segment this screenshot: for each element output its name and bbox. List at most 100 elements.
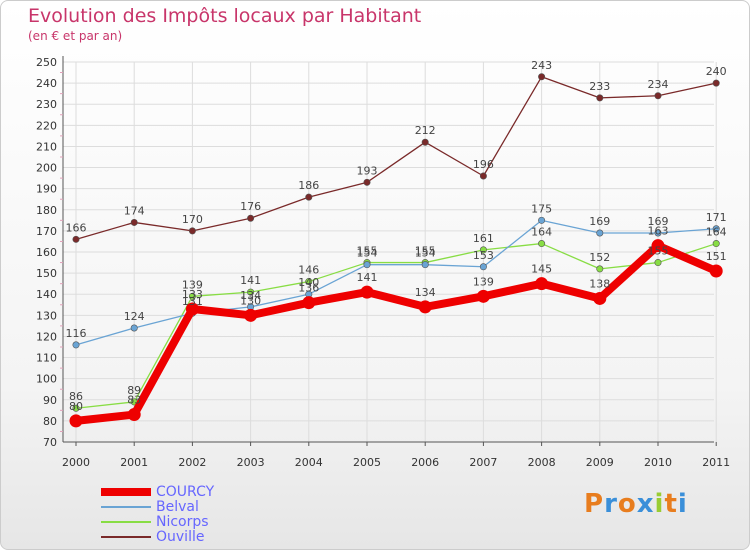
data-label: 136 [298,282,319,295]
data-label: 196 [473,158,494,171]
data-point-ouville [654,92,662,100]
data-label: 124 [124,310,145,323]
x-tick-label: 2011 [702,456,730,469]
data-label: 152 [589,251,610,264]
data-label: 134 [415,286,436,299]
data-label: 145 [531,263,552,276]
y-tick-label: 150 [36,267,57,280]
data-label: 155 [648,245,669,258]
data-point-courcy [651,239,665,253]
data-point-courcy [127,408,141,422]
data-label: 240 [706,65,727,78]
data-point-belval [479,263,487,271]
series-line-belval [75,219,717,346]
x-tick-label: 2002 [178,456,206,469]
y-tick-label: 120 [36,330,57,343]
data-point-belval [712,225,720,233]
data-point-courcy [593,291,607,305]
data-label: 154 [415,247,436,260]
data-point-ouville [130,218,138,226]
x-tick-label: 2006 [411,456,439,469]
data-point-belval [654,229,662,237]
y-tick-label: 190 [36,183,57,196]
y-tick-label: 210 [36,140,57,153]
data-point-ouville [479,172,487,180]
data-point-ouville [538,73,546,81]
data-label: 234 [648,78,669,91]
y-tick-label: 100 [36,373,57,386]
legend-label: COURCY [156,484,215,500]
data-label: 138 [589,277,610,290]
y-tick-label: 80 [43,415,57,428]
legend-label: Belval [156,499,199,515]
y-tick-label: 250 [36,56,57,69]
legend-swatch [101,506,151,508]
data-label: 163 [648,225,669,238]
y-tick-label: 230 [36,98,57,111]
proxiti-logo: Proxiti [584,489,688,519]
data-point-ouville [305,193,313,201]
data-label: 133 [182,288,203,301]
legend-label: Nicorps [156,514,209,530]
data-label: 134 [240,289,261,302]
data-point-ouville [421,138,429,146]
x-tick-label: 2004 [295,456,323,469]
data-label: 175 [531,202,552,215]
data-label: 116 [66,327,87,340]
logo-letter: r [604,489,618,519]
y-tick-label: 160 [36,246,57,259]
data-label: 130 [240,294,261,307]
data-label: 141 [240,274,261,287]
y-tick-label: 130 [36,309,57,322]
y-tick-label: 170 [36,225,57,238]
data-label: 170 [182,213,203,226]
chart-series [69,73,723,428]
x-tick-label: 2000 [62,456,90,469]
logo-letter: t [664,489,678,519]
data-point-courcy [476,289,490,303]
logo-letter: i [654,489,665,519]
y-tick-label: 200 [36,162,57,175]
x-tick-label: 2007 [469,456,497,469]
x-tick-label: 2005 [353,456,381,469]
data-point-courcy [418,300,432,314]
data-point-belval [538,216,546,224]
logo-letter: x [636,489,655,519]
data-label: 141 [357,271,378,284]
logo-letter: i [677,489,688,519]
legend-label: Ouville [156,529,205,545]
x-tick-label: 2003 [237,456,265,469]
data-label: 166 [66,221,87,234]
chart-subtitle: (en € et par an) [28,29,123,43]
data-label: 80 [69,400,83,413]
data-label: 243 [531,59,552,72]
legend-swatch [101,521,151,523]
logo-letter: P [584,489,605,519]
data-label: 89 [127,384,141,397]
data-point-nicorps [247,288,255,296]
data-point-ouville [712,79,720,87]
data-label: 139 [182,278,203,291]
data-point-nicorps [654,259,662,267]
data-point-belval [72,341,80,349]
data-point-ouville [363,178,371,186]
data-point-ouville [247,214,255,222]
data-label: 146 [298,264,319,277]
y-tick-label: 180 [36,204,57,217]
x-tick-label: 2010 [644,456,672,469]
data-point-nicorps [596,265,604,273]
data-point-nicorps [305,278,313,286]
y-tick-label: 90 [43,394,57,407]
data-label: 151 [706,250,727,263]
data-label: 186 [298,179,319,192]
data-label: 153 [473,249,494,262]
data-label: 233 [589,80,610,93]
line-chart: 7080901001101201301401501601701801902002… [36,56,730,469]
chart-axes: 7080901001101201301401501601701801902002… [36,56,730,469]
chart-grid [63,61,717,443]
data-label: 174 [124,204,145,217]
data-point-courcy [709,264,723,278]
data-point-nicorps [188,292,196,300]
data-label: 83 [127,394,141,407]
data-label: 212 [415,124,436,137]
